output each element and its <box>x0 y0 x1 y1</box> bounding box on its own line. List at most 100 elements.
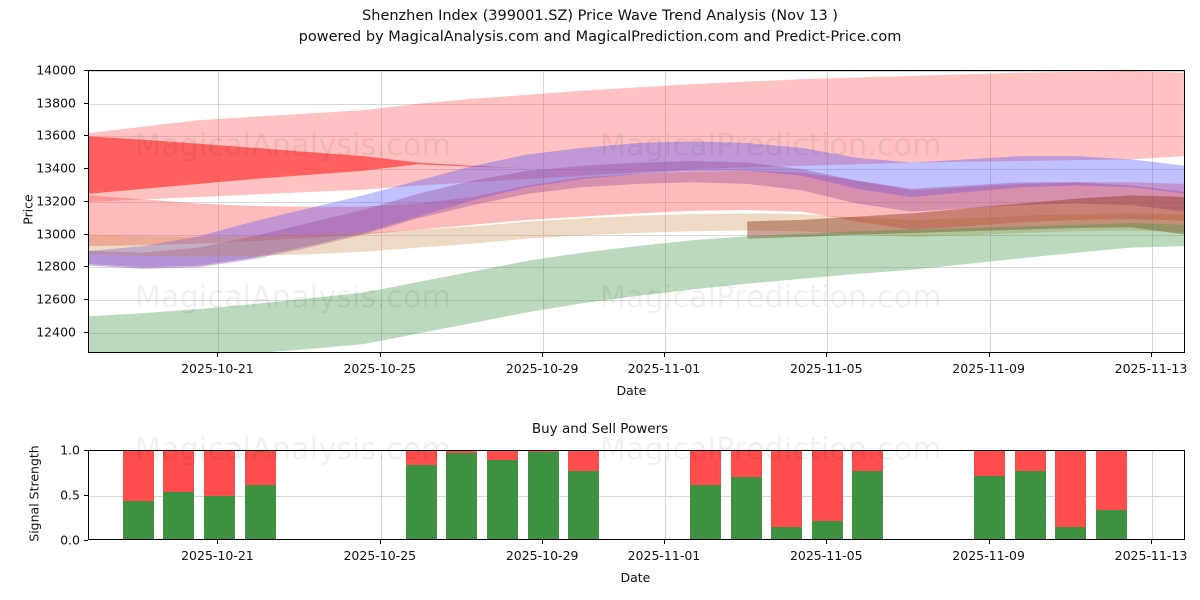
y-tick-label: 0.0 <box>60 532 80 548</box>
bar-buy-segment <box>527 451 559 539</box>
gridline-vertical <box>380 451 382 539</box>
signal-chart-title: Buy and Sell Powers <box>531 421 669 437</box>
x-tick-mark <box>542 540 544 544</box>
title-block: Shenzhen Index (399001.SZ) Price Wave Tr… <box>0 6 1200 48</box>
x-tick-label: 2025-10-21 <box>181 548 254 563</box>
y-tick-label: 12600 <box>36 291 76 307</box>
y-tick-mark <box>84 70 88 71</box>
bar-sell-segment <box>974 451 1006 477</box>
gridline-vertical <box>543 71 545 352</box>
price-band-inner-support-band <box>89 213 1184 257</box>
gridline-vertical <box>989 71 991 352</box>
bar-sell-segment <box>1055 451 1087 527</box>
x-tick-mark <box>217 540 219 544</box>
bar-buy-segment <box>730 477 762 539</box>
x-tick-mark <box>379 540 381 544</box>
bar-sell-segment <box>446 451 478 453</box>
y-tick-label: 13200 <box>36 193 76 209</box>
price-band-blue-wave-band <box>89 141 1184 268</box>
x-tick-mark <box>542 353 544 357</box>
bar-sell-segment <box>122 451 154 502</box>
signal-axis-x-label: Date <box>620 570 651 585</box>
bar-sell-segment <box>204 451 236 496</box>
bar-sell-segment <box>730 451 762 478</box>
x-tick-label: 2025-11-09 <box>952 548 1025 563</box>
gridline-vertical <box>380 71 382 352</box>
bar-sell-segment <box>771 451 803 527</box>
x-tick-label: 2025-10-29 <box>505 361 579 376</box>
bar-buy-segment <box>974 476 1006 539</box>
y-tick-label: 13800 <box>36 95 76 111</box>
bar-buy-segment <box>405 465 437 539</box>
bar-sell-segment <box>163 451 195 492</box>
bar-buy-segment <box>811 521 843 539</box>
bar-buy-segment <box>204 496 236 539</box>
y-tick-label: 13600 <box>36 127 76 143</box>
x-tick-mark <box>217 353 219 357</box>
y-tick-label: 12800 <box>36 258 76 274</box>
bar-sell-segment <box>811 451 843 522</box>
x-tick-label: 2025-10-25 <box>343 361 417 376</box>
y-tick-mark <box>84 233 88 235</box>
x-tick-label: 2025-10-21 <box>181 361 254 376</box>
x-tick-mark <box>663 540 665 544</box>
gridline-horizontal <box>89 332 1184 334</box>
x-tick-label: 2025-11-01 <box>627 548 701 563</box>
price-band-upper-resistance-core <box>89 136 1184 194</box>
gridline-vertical <box>1151 451 1153 539</box>
price-band-mid-red-band <box>89 170 1184 247</box>
x-tick-label: 2025-10-25 <box>343 548 417 563</box>
x-tick-mark <box>988 540 990 544</box>
x-tick-mark <box>1150 540 1152 544</box>
gridline-horizontal <box>89 496 1184 497</box>
gridline-horizontal <box>89 103 1184 105</box>
signal-chart-plot-area <box>88 450 1185 540</box>
price-band-layer <box>89 71 1184 352</box>
x-tick-mark <box>379 353 381 357</box>
bar-sell-segment <box>852 451 884 471</box>
y-tick-label: 0.5 <box>60 487 80 503</box>
x-tick-label: 2025-11-05 <box>789 361 863 376</box>
y-tick-mark <box>84 331 88 333</box>
bar-sell-segment <box>487 451 519 460</box>
x-tick-label: 2025-11-01 <box>627 361 701 376</box>
price-band-brown-late-box <box>747 195 1184 239</box>
gridline-horizontal <box>89 136 1184 138</box>
y-tick-mark <box>84 299 88 301</box>
y-tick-label: 1.0 <box>60 442 80 458</box>
y-tick-mark <box>84 540 88 541</box>
page-title: Shenzhen Index (399001.SZ) Price Wave Tr… <box>362 8 838 24</box>
y-tick-mark <box>84 200 88 202</box>
bar-buy-segment <box>1014 470 1046 539</box>
x-tick-label: 2025-10-29 <box>505 548 579 563</box>
y-tick-mark <box>84 135 88 137</box>
price-chart-plot-area <box>88 70 1185 353</box>
bar-sell-segment <box>405 451 437 466</box>
gridline-vertical <box>664 451 666 539</box>
price-band-purple-inner-band <box>89 160 1184 269</box>
bar-buy-segment <box>771 526 803 539</box>
gridline-horizontal <box>89 201 1184 203</box>
x-tick-mark <box>826 540 828 544</box>
bar-buy-segment <box>852 470 884 539</box>
x-tick-label: 2025-11-05 <box>789 548 863 563</box>
x-tick-mark <box>1150 353 1152 357</box>
y-tick-label: 12400 <box>36 324 76 340</box>
bar-buy-segment <box>244 485 276 539</box>
bar-sell-segment <box>1095 451 1127 511</box>
y-tick-label: 13000 <box>36 226 76 242</box>
y-tick-label: 14000 <box>36 62 76 78</box>
bar-buy-segment <box>568 470 600 539</box>
x-tick-label: 2025-11-09 <box>952 361 1025 376</box>
price-axis-x-label: Date <box>616 383 647 398</box>
y-tick-mark <box>84 450 88 451</box>
gridline-vertical <box>827 71 829 352</box>
bar-buy-segment <box>487 460 519 539</box>
price-band-lower-green-support <box>89 223 1184 352</box>
y-tick-mark <box>84 266 88 268</box>
bar-sell-segment <box>1014 451 1046 471</box>
y-tick-mark <box>84 168 88 170</box>
y-tick-label: 13400 <box>36 160 76 176</box>
gridline-horizontal <box>89 300 1184 302</box>
